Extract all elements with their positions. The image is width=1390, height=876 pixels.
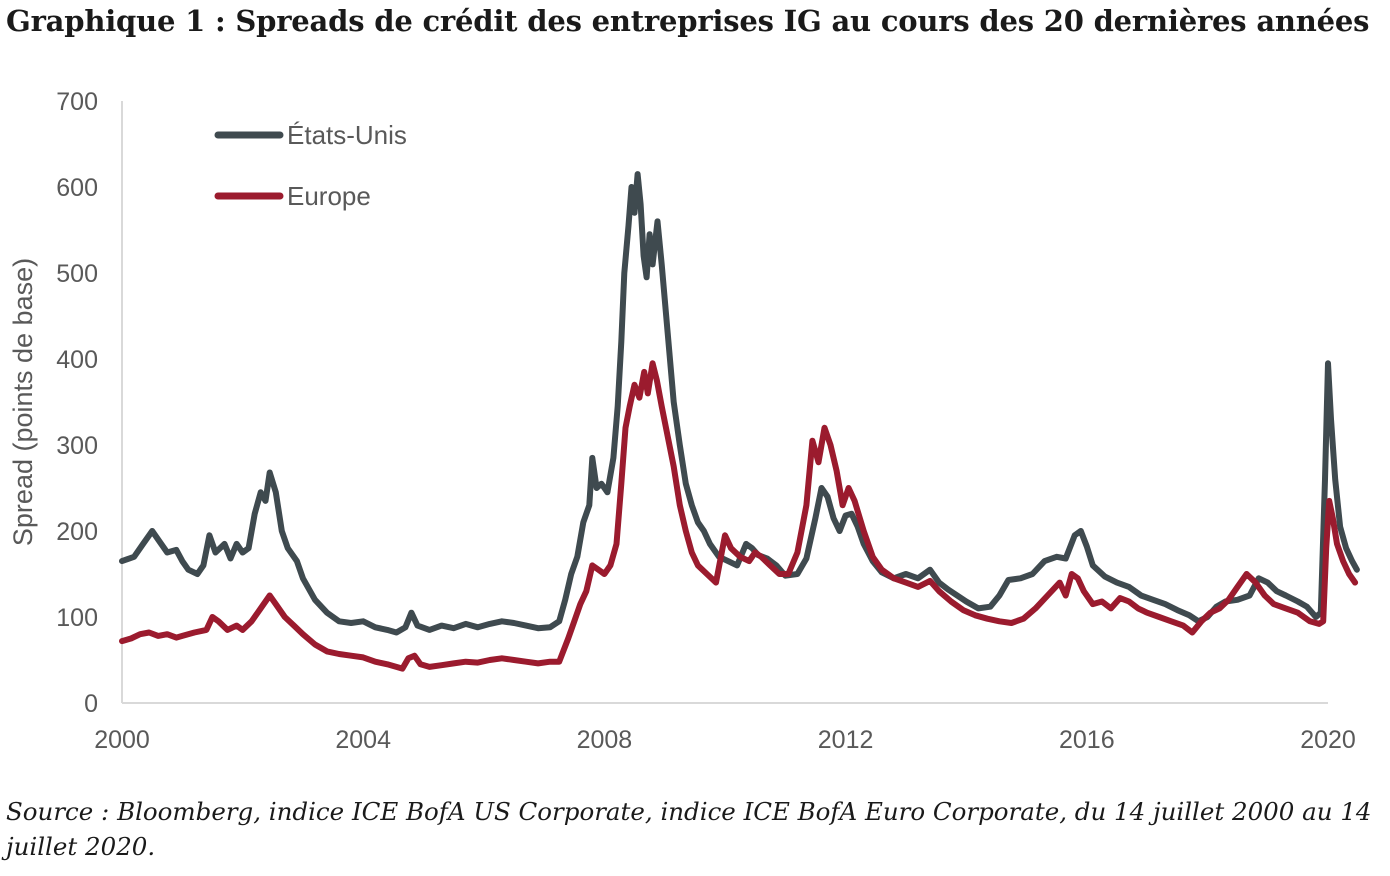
y-tick-label: 600 [56, 174, 98, 202]
x-tick-label: 2020 [1300, 726, 1356, 754]
x-tick-label: 2012 [818, 726, 874, 754]
y-tick-label: 100 [56, 604, 98, 632]
y-tick-label: 300 [56, 432, 98, 460]
series-line-etats-unis [119, 171, 1360, 636]
legend-label: Europe [287, 181, 371, 211]
legend-label: États-Unis [287, 120, 407, 150]
y-tick-label: 700 [56, 88, 98, 116]
y-axis-title: Spread (points de base) [8, 258, 38, 546]
source-note: Source : Bloomberg, indice ICE BofA US C… [6, 797, 1372, 861]
x-tick-label: 2016 [1059, 726, 1115, 754]
y-axis-ticks: 0 100 200 300 400 500 600 700 [56, 88, 98, 718]
y-tick-label: 0 [84, 690, 98, 718]
x-tick-label: 2004 [335, 726, 391, 754]
y-tick-label: 200 [56, 518, 98, 546]
y-tick-label: 400 [56, 346, 98, 374]
chart-title: Graphique 1 : Spreads de crédit des entr… [6, 4, 1370, 38]
y-tick-label: 500 [56, 260, 98, 288]
x-tick-label: 2000 [94, 726, 150, 754]
legend: États-Unis Europe [214, 120, 407, 211]
plot-area [119, 171, 1360, 672]
series-line-europe [119, 360, 1359, 672]
x-tick-label: 2008 [577, 726, 633, 754]
x-axis-ticks: 2000 2004 2008 2012 2016 2020 [94, 726, 1356, 754]
